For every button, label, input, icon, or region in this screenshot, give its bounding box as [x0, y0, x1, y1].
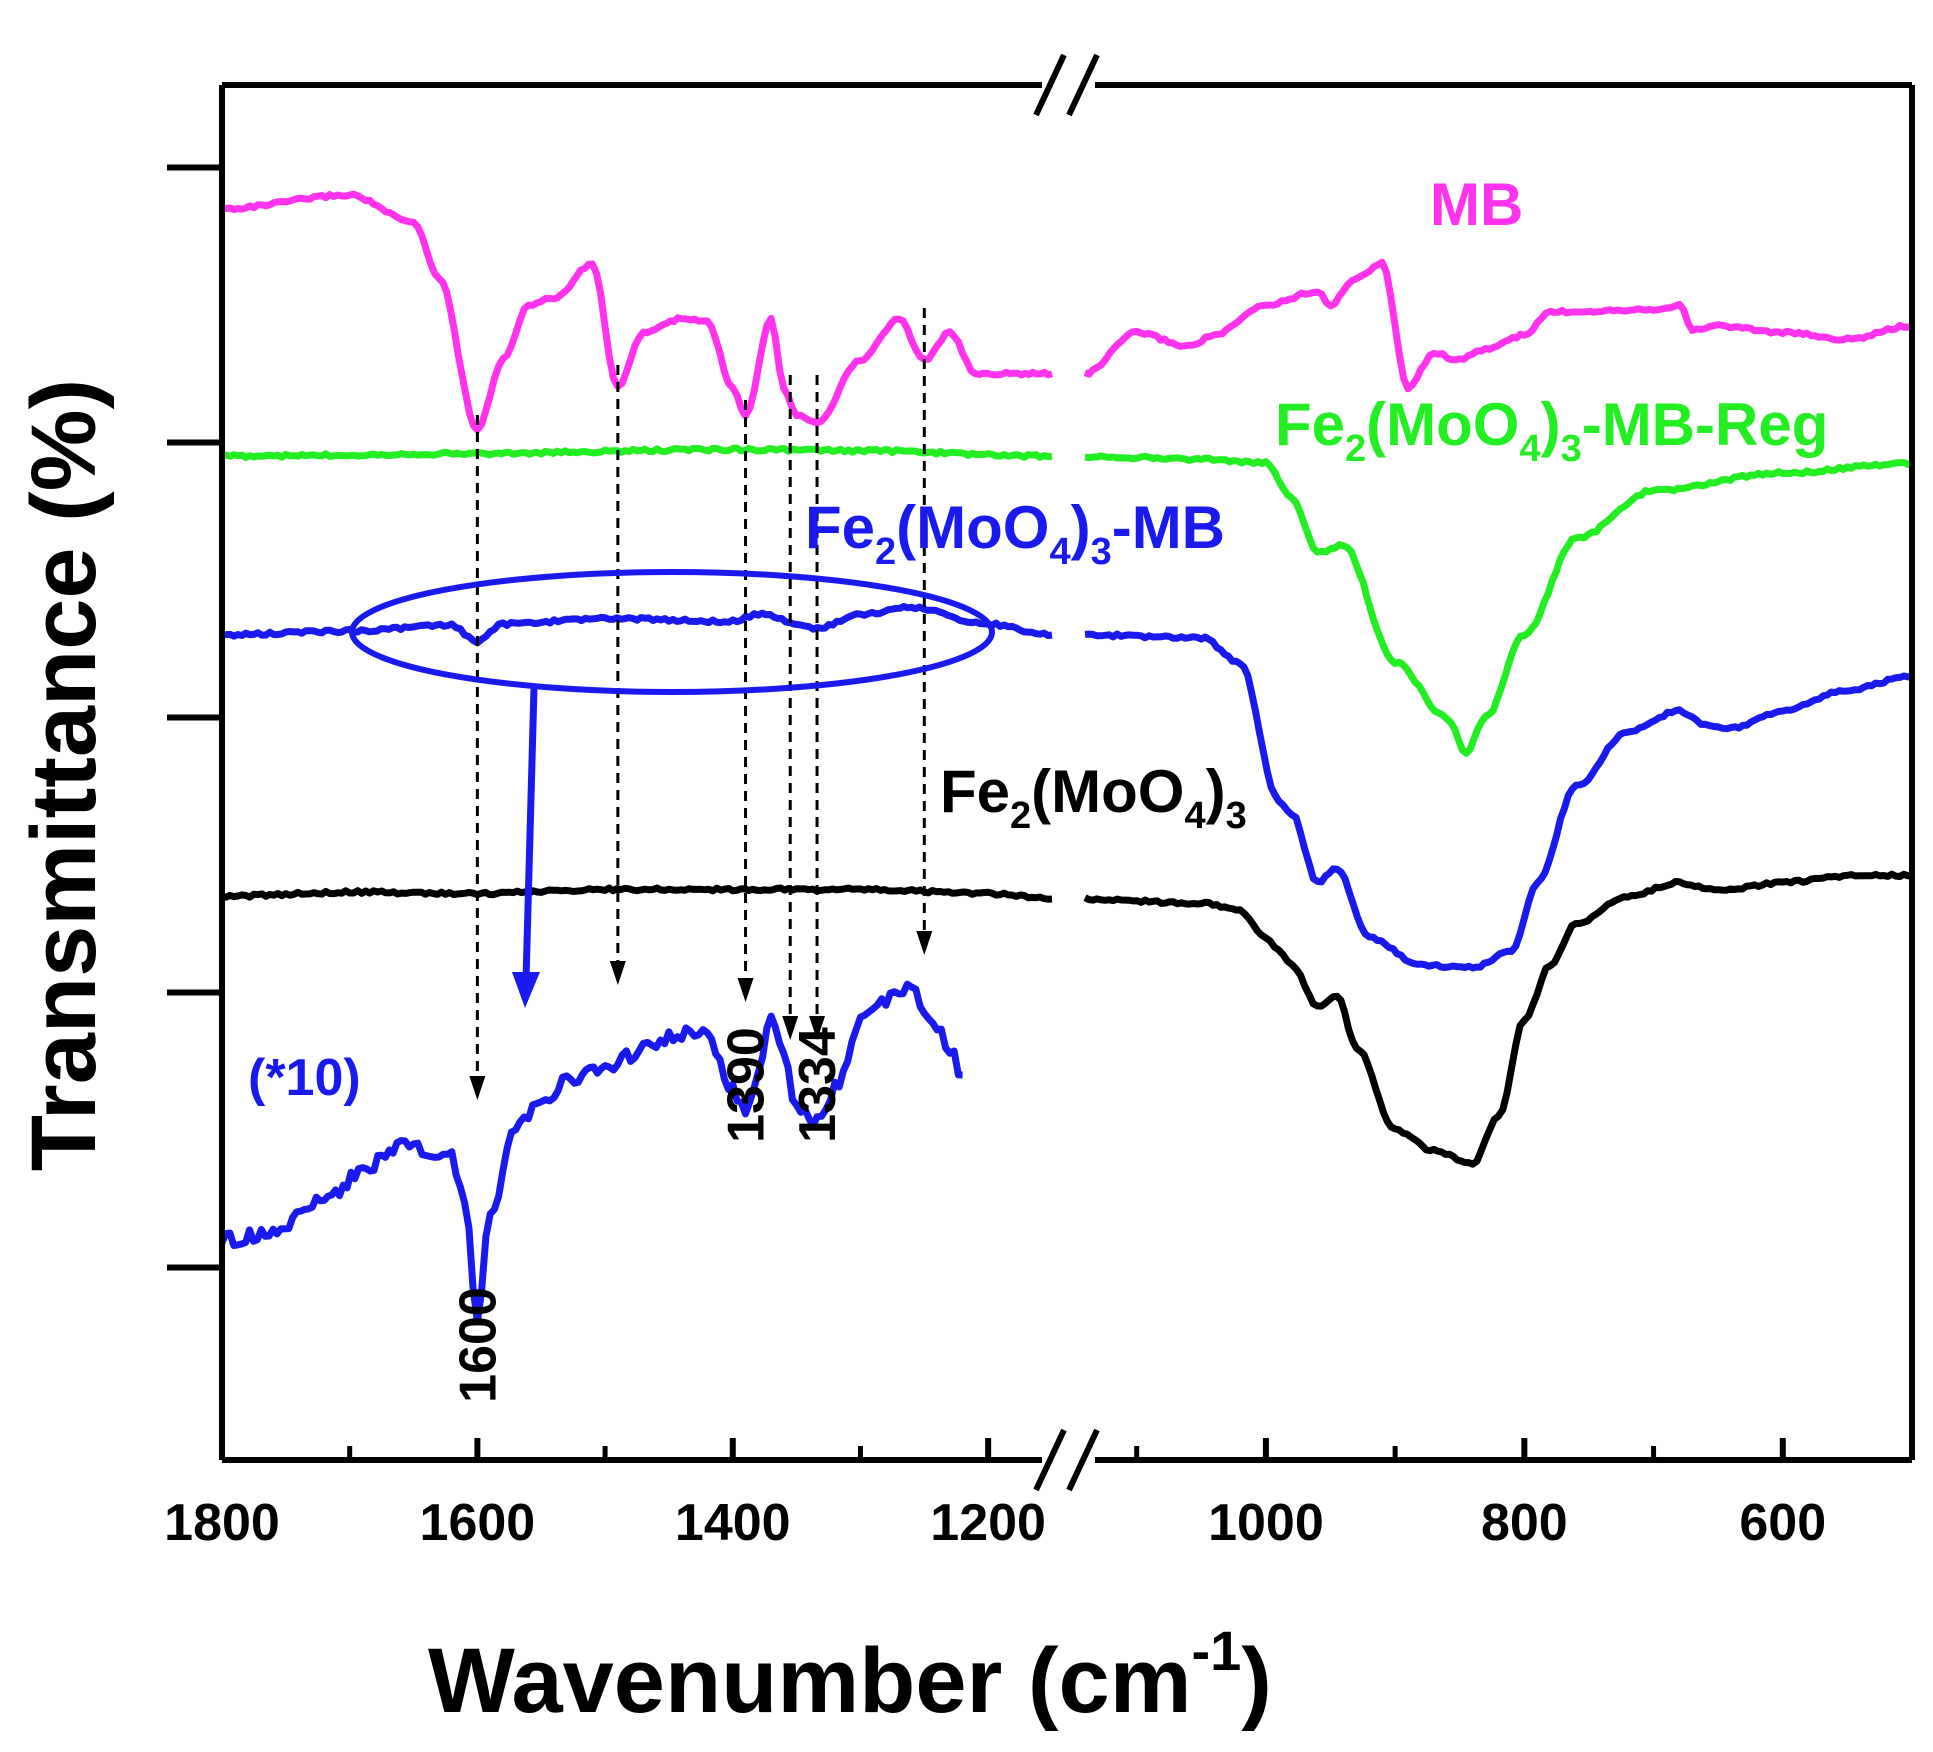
series-label-fe2moo43-mb-part-5: 3 — [1091, 531, 1112, 573]
peak-guide-arrowhead-2 — [737, 978, 754, 1002]
series-label-fe2moo43-mb-part-0: Fe — [805, 494, 875, 561]
x-tick-label-1800: 1800 — [164, 1494, 280, 1552]
series-0-line-left — [221, 190, 1053, 434]
x-axis-label-main: Wavenumber (cm — [428, 1630, 1191, 1732]
axes-group: 1800 1600 1400 1200 1000 800 600 — [164, 53, 1915, 1552]
series-label-fe2moo43-mb-part-4: ) — [1071, 494, 1091, 561]
series-label-fe2moo43-mb-reg-part-4: ) — [1541, 391, 1561, 458]
peak-guide-arrowhead-1 — [609, 961, 626, 985]
x-axis-label: Wavenumber (cm-1) — [428, 1619, 1272, 1732]
series-label-fe2moo43-part-2: (MoO — [1031, 758, 1184, 825]
series-labels-group: MBFe2(MoO4)3-MB-RegFe2(MoO4)3-MBFe2(MoO4… — [248, 171, 1828, 1107]
series-label-fe2moo43-part-0: Fe — [940, 758, 1010, 825]
series-label-fe2moo43-mb-part-3: 4 — [1049, 531, 1070, 573]
x-tick-label-600: 600 — [1739, 1494, 1826, 1552]
peak-label-1600: 1600 — [449, 1287, 507, 1403]
peak-guide-arrowhead-0 — [469, 1076, 486, 1100]
y-axis-label: Transmittance (%) — [13, 379, 115, 1171]
zoom-arrow-line — [522, 687, 538, 981]
series-label-fe2moo43-mb-reg-part-6: -MB-Reg — [1582, 391, 1829, 458]
x-tick-label-1400: 1400 — [675, 1494, 791, 1552]
peak-guide-arrowhead-4 — [809, 1016, 826, 1040]
spectra-group — [218, 190, 1914, 1326]
series-label-fe2moo43-mb-reg-part-1: 2 — [1345, 428, 1366, 470]
series-3-line-right — [1083, 870, 1913, 1168]
x-axis-label-superscript: -1 — [1192, 1619, 1242, 1682]
series-label-fe2moo43-part-3: 4 — [1184, 795, 1205, 837]
series-2-line-left — [221, 603, 1053, 647]
series-label-fe2moo43-mb-part-1: 2 — [875, 531, 896, 573]
series-label-fe2moo43-mb-part-2: (MoO — [896, 494, 1049, 561]
axis-break-mark-1-1 — [1066, 1428, 1100, 1492]
series-label-fe2moo43-mb-part-6: -MB — [1112, 494, 1225, 561]
series-1-line-right — [1084, 452, 1914, 757]
x-axis-label-close: ) — [1241, 1630, 1272, 1732]
series-label-x10: (*10) — [248, 1049, 361, 1107]
series-label-fe2moo43-mb-reg-part-3: 4 — [1519, 428, 1540, 470]
axis-break-mark-0-0 — [1033, 53, 1067, 117]
x-tick-label-1000: 1000 — [1208, 1494, 1324, 1552]
x-tick-label-1600: 1600 — [420, 1494, 536, 1552]
peak-label-1334: 1334 — [789, 1027, 847, 1143]
series-label-fe2moo43-mb-reg: Fe2(MoO4)3-MB-Reg — [1275, 391, 1828, 470]
zoom-arrow-head — [512, 972, 540, 1008]
axis-break-mark-1-0 — [1033, 1428, 1067, 1492]
series-label-fe2moo43-part-5: 3 — [1226, 795, 1247, 837]
series-label-fe2moo43-part-1: 2 — [1010, 795, 1031, 837]
x-tick-label-800: 800 — [1481, 1494, 1568, 1552]
series-label-fe2moo43-part-4: ) — [1206, 758, 1226, 825]
series-label-fe2moo43-mb-reg-part-2: (MoO — [1366, 391, 1519, 458]
peak-guide-arrowhead-5 — [916, 931, 933, 955]
series-1-line-left — [220, 444, 1053, 461]
series-0-line-right — [1083, 258, 1914, 393]
series-3-line-left — [222, 884, 1053, 903]
peak-label-1390: 1390 — [718, 1027, 776, 1143]
axis-break-mark-0-1 — [1066, 53, 1100, 117]
series-2-line-right — [1084, 630, 1913, 972]
x-tick-label-1200: 1200 — [930, 1494, 1046, 1552]
series-4-line-left — [218, 980, 963, 1326]
series-label-fe2moo43-mb-reg-part-5: 3 — [1561, 428, 1582, 470]
series-label-fe2moo43: Fe2(MoO4)3 — [940, 758, 1247, 837]
series-label-fe2moo43-mb-reg-part-0: Fe — [1275, 391, 1345, 458]
series-label-fe2moo43-mb: Fe2(MoO4)3-MB — [805, 494, 1225, 573]
annotations-group: 1600 1390 1334 — [349, 308, 995, 1403]
highlight-ellipse — [349, 569, 995, 695]
series-label-mb: MB — [1430, 171, 1523, 238]
peak-guide-arrowhead-3 — [782, 1016, 799, 1040]
